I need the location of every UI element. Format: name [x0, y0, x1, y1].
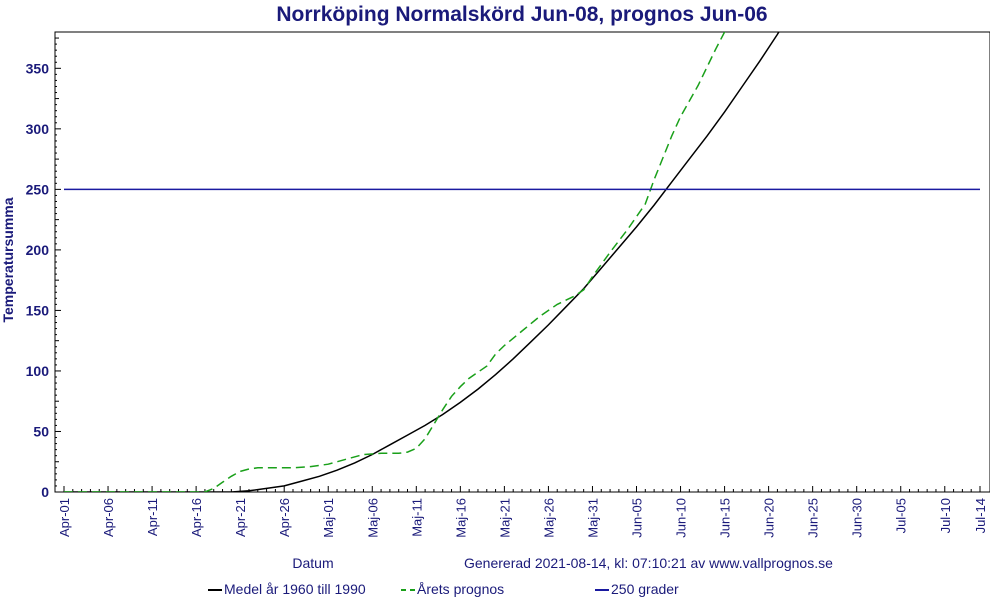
x-tick-label: Apr-21: [233, 498, 248, 537]
x-tick-label: Jul-14: [973, 498, 988, 533]
x-tick-label: Maj-31: [585, 498, 600, 538]
x-tick-label: Jul-05: [894, 498, 909, 533]
legend-label: 250 grader: [611, 581, 679, 597]
x-tick-label: Jun-15: [718, 498, 733, 538]
x-axis: Apr-01 Apr-06 Apr-11 Apr-16 Apr-21 Apr-26 Maj-…: [57, 486, 988, 538]
x-axis-label: Datum: [292, 555, 333, 571]
x-tick-label: Maj-21: [497, 498, 512, 538]
y-axis-label: Temperatursumma: [0, 197, 16, 322]
x-tick-label: Jun-25: [806, 498, 821, 538]
y-tick-label: 350: [26, 60, 50, 76]
y-tick-label: 150: [26, 302, 50, 318]
legend-label: Medel år 1960 till 1990: [224, 581, 366, 597]
x-tick-label: Jun-05: [630, 498, 645, 538]
x-tick-label: Maj-01: [321, 498, 336, 538]
x-tick-label: Apr-06: [101, 498, 116, 537]
generated-text: Genererad 2021-08-14, kl: 07:10:21 av ww…: [464, 555, 833, 571]
x-tick-label: Jun-20: [762, 498, 777, 538]
series-line-1: [64, 32, 726, 492]
x-tick-label: Maj-16: [453, 498, 468, 538]
legend: Medel år 1960 till 1990 Årets prognos 250 …: [208, 581, 679, 597]
y-tick-label: 200: [26, 242, 50, 258]
series-line-0: [64, 32, 780, 492]
y-axis: 0 50 100 150 200 250 300 350: [26, 37, 61, 500]
x-tick-label: Apr-16: [189, 498, 204, 537]
series-group: [64, 32, 980, 492]
y-tick-label: 0: [41, 484, 49, 500]
y-tick-label: 50: [33, 423, 49, 439]
x-tick-label: Apr-01: [57, 498, 72, 537]
x-tick-label: Apr-11: [145, 498, 160, 536]
x-tick-label: Maj-06: [365, 498, 380, 538]
plot-area: [54, 31, 990, 493]
y-tick-label: 100: [26, 363, 50, 379]
x-tick-label: Apr-26: [277, 498, 292, 537]
x-tick-label: Jun-10: [674, 498, 689, 538]
x-tick-label: Maj-11: [409, 498, 424, 537]
x-tick-label: Maj-26: [541, 498, 556, 538]
y-tick-label: 250: [26, 181, 50, 197]
x-tick-label: Jul-10: [938, 498, 953, 533]
x-tick-label: Jun-30: [850, 498, 865, 538]
legend-label: Årets prognos: [417, 581, 504, 597]
chart-title: Norrköping Normalskörd Jun-08, prognos J…: [276, 3, 767, 26]
y-tick-label: 300: [26, 121, 50, 137]
